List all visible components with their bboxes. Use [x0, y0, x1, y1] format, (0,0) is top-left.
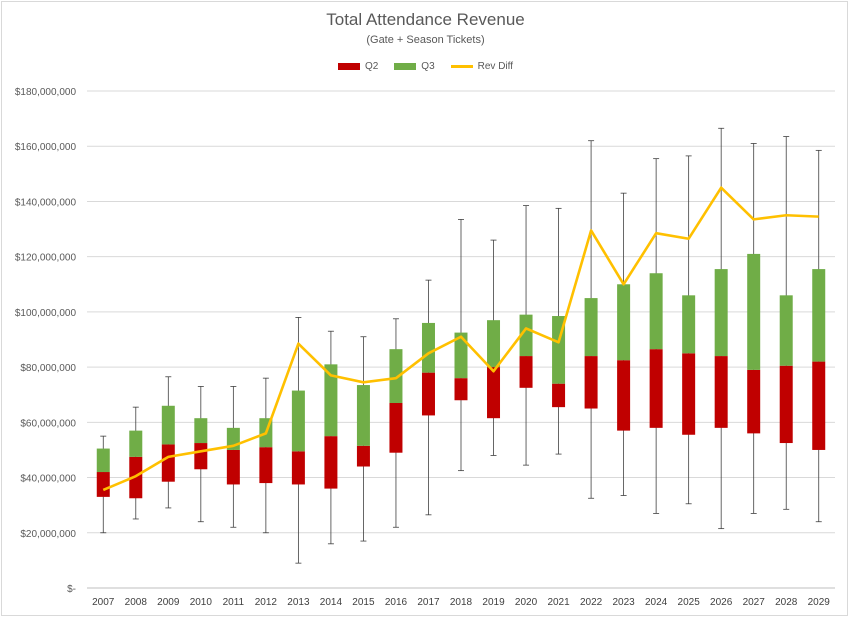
y-tick-label: $80,000,000	[20, 363, 76, 374]
legend-swatch-q3	[394, 63, 417, 70]
bar-q3	[682, 295, 696, 354]
legend: Q2 Q3 Rev Diff	[0, 61, 851, 72]
x-tick-label: 2008	[125, 597, 148, 608]
x-tick-label: 2021	[547, 597, 570, 608]
bar-q2	[714, 356, 728, 428]
y-tick-label: $40,000,000	[20, 474, 76, 485]
bar-q2	[421, 372, 435, 416]
bar-q2	[454, 378, 468, 401]
x-tick-label: 2018	[450, 597, 473, 608]
bar-q3	[291, 390, 305, 452]
bar-q3	[96, 448, 110, 473]
bar-q2	[324, 436, 338, 489]
x-tick-label: 2009	[157, 597, 180, 608]
x-tick-label: 2013	[287, 597, 310, 608]
legend-swatch-q2	[337, 63, 360, 70]
bar-q2	[649, 349, 663, 428]
bar-q2	[226, 449, 240, 485]
bar-q3	[356, 385, 370, 446]
bar-q3	[421, 322, 435, 373]
bar-q3	[649, 273, 663, 350]
x-tick-label: 2007	[92, 597, 115, 608]
bar-q3	[194, 418, 208, 444]
x-tick-label: 2028	[775, 597, 798, 608]
x-tick-label: 2010	[190, 597, 213, 608]
x-tick-label: 2022	[580, 597, 603, 608]
x-tick-label: 2027	[743, 597, 766, 608]
bar-q2	[682, 353, 696, 435]
x-tick-label: 2026	[710, 597, 733, 608]
x-tick-label: 2016	[385, 597, 408, 608]
x-tick-label: 2025	[678, 597, 701, 608]
bar-q2	[552, 383, 566, 408]
bar-q3	[487, 320, 501, 368]
bar-q2	[779, 365, 793, 444]
bar-q3	[519, 314, 533, 357]
bar-q2	[291, 451, 305, 485]
bar-q2	[161, 444, 175, 482]
bar-q3	[454, 332, 468, 379]
bar-q3	[161, 405, 175, 445]
x-tick-label: 2024	[645, 597, 668, 608]
bar-q3	[747, 253, 761, 370]
bar-q3	[129, 430, 143, 457]
legend-item-q3: Q3	[394, 61, 435, 72]
bar-q2	[259, 447, 273, 484]
y-tick-label: $180,000,000	[15, 87, 77, 98]
bar-q2	[194, 443, 208, 470]
x-tick-label: 2029	[808, 597, 831, 608]
bar-q2	[747, 369, 761, 434]
x-tick-label: 2014	[320, 597, 343, 608]
chart-title: Total Attendance Revenue	[326, 10, 525, 29]
bar-q3	[812, 269, 826, 362]
legend-label-q2: Q2	[364, 61, 379, 72]
y-tick-label: $120,000,000	[15, 253, 77, 264]
y-tick-label: $140,000,000	[15, 197, 77, 208]
y-tick-label: $20,000,000	[20, 529, 76, 540]
bar-q2	[812, 361, 826, 450]
x-tick-label: 2017	[417, 597, 440, 608]
x-tick-label: 2011	[223, 597, 245, 608]
x-tick-label: 2020	[515, 597, 538, 608]
y-tick-label: $60,000,000	[20, 418, 76, 429]
bar-q3	[714, 269, 728, 357]
series-line-rev-diff	[102, 186, 819, 492]
x-tick-label: 2019	[482, 597, 505, 608]
bar-q2	[96, 472, 110, 497]
bar-q3	[617, 284, 631, 361]
legend-line-rev-diff	[450, 65, 473, 68]
bar-q2	[389, 403, 403, 453]
y-tick-label: $160,000,000	[15, 142, 77, 153]
x-tick-label: 2023	[612, 597, 635, 608]
x-tick-label: 2012	[255, 597, 278, 608]
bar-q2	[356, 445, 370, 467]
x-tick-label: 2015	[352, 597, 375, 608]
legend-item-q2: Q2	[337, 61, 379, 72]
legend-label-q3: Q3	[421, 61, 435, 72]
bar-q3	[324, 364, 338, 437]
chart-subtitle: (Gate + Season Tickets)	[366, 34, 485, 46]
bar-q3	[584, 298, 598, 357]
bar-q2	[519, 356, 533, 388]
bar-q2	[617, 360, 631, 431]
bar-q2	[487, 367, 501, 419]
y-tick-label: $-	[67, 584, 76, 595]
bar-q3	[389, 349, 403, 404]
bar-q3	[779, 295, 793, 366]
legend-item-rev-diff: Rev Diff	[450, 61, 514, 72]
bar-q2	[584, 356, 598, 409]
legend-label-rev-diff: Rev Diff	[477, 61, 514, 72]
y-tick-label: $100,000,000	[15, 308, 77, 319]
